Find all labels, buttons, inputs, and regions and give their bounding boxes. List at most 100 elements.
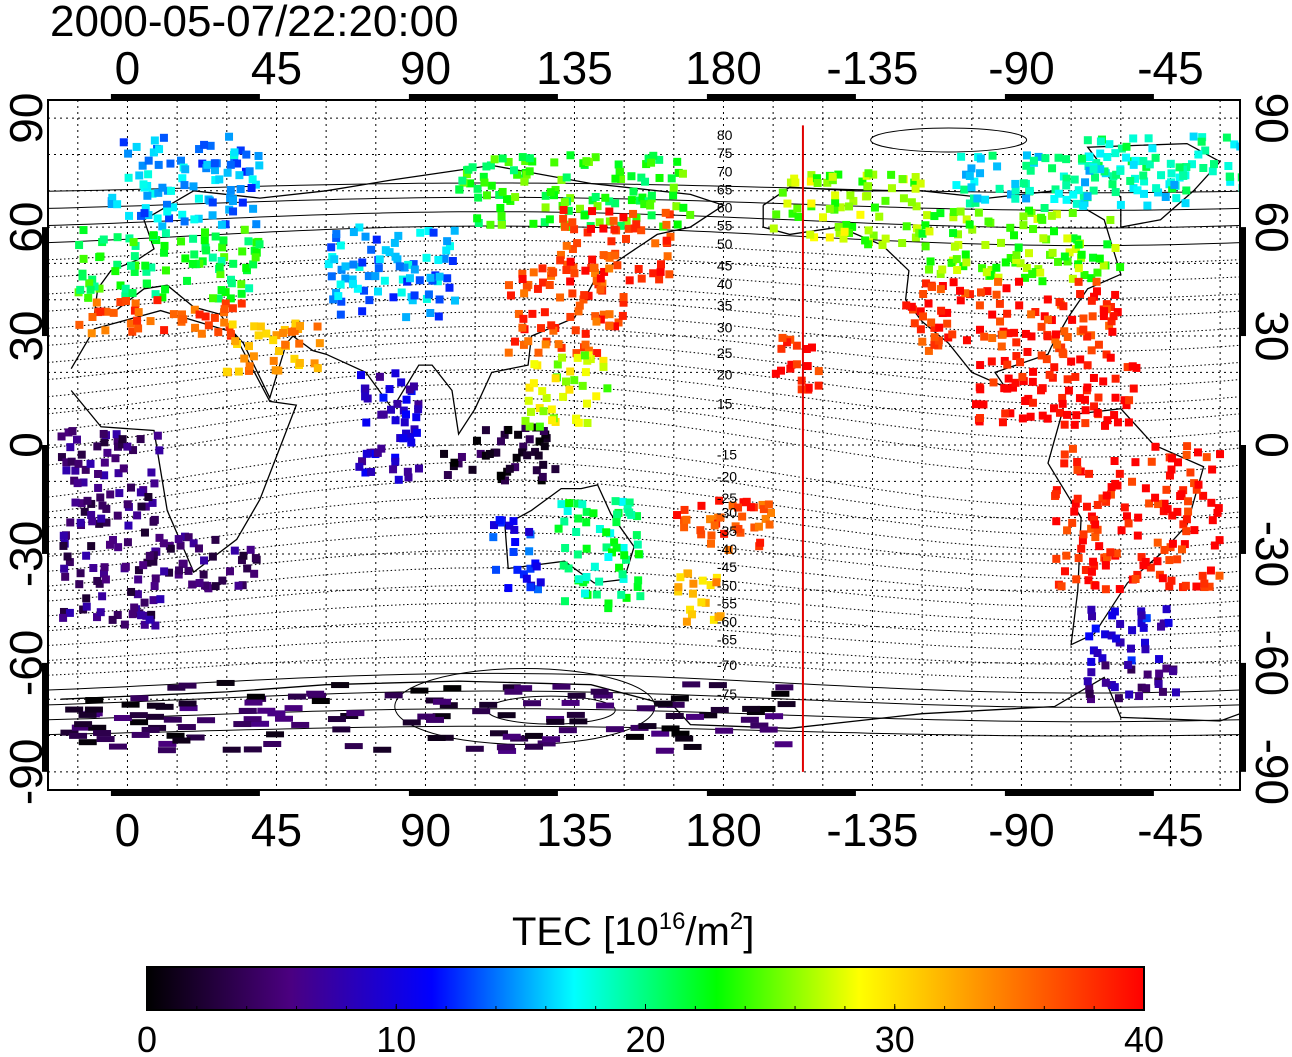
tec-point	[1021, 397, 1030, 406]
tec-point	[1124, 418, 1133, 427]
tec-point	[96, 608, 105, 617]
tec-point	[1224, 161, 1233, 170]
tec-point	[1019, 221, 1028, 230]
tec-point	[1052, 517, 1061, 526]
tec-point	[457, 452, 466, 461]
tec-point	[133, 511, 142, 520]
tec-point	[930, 323, 939, 332]
tec-point	[957, 152, 966, 161]
tec-point	[1054, 189, 1063, 198]
tec-point	[1090, 515, 1099, 524]
tec-point	[987, 357, 996, 366]
contour-line	[48, 412, 1240, 476]
tec-point	[1215, 536, 1224, 545]
tec-point	[605, 726, 624, 733]
tec-point	[394, 475, 403, 484]
tec-point	[1083, 383, 1092, 392]
tec-point	[194, 544, 203, 553]
tec-point	[200, 140, 209, 149]
tec-point	[549, 326, 558, 335]
bottom-lon-label: 135	[536, 804, 613, 856]
tec-point	[611, 174, 620, 183]
tec-point	[525, 422, 534, 431]
tec-point	[538, 278, 547, 287]
tec-point	[1096, 149, 1105, 158]
tec-point	[86, 459, 95, 468]
tec-point	[1089, 253, 1098, 262]
tec-point	[1116, 200, 1125, 209]
tec-point	[152, 236, 161, 245]
tec-point	[566, 711, 585, 718]
tec-point	[525, 547, 534, 556]
tec-point	[672, 202, 681, 211]
tec-point	[402, 313, 411, 322]
tec-point	[1006, 254, 1015, 263]
tec-point	[486, 161, 495, 170]
tec-point	[180, 181, 189, 190]
tec-point	[716, 612, 725, 621]
tec-point	[200, 556, 209, 565]
tec-point	[244, 237, 253, 246]
tec-point	[1208, 516, 1217, 525]
tec-point	[160, 326, 169, 335]
tec-point	[965, 290, 974, 299]
tec-point	[655, 155, 664, 164]
tec-point	[1116, 638, 1125, 647]
tec-point	[565, 385, 574, 394]
tec-point	[1170, 180, 1179, 189]
tec-point	[216, 679, 235, 686]
tec-point	[189, 182, 198, 191]
tec-point	[361, 384, 370, 393]
tec-point	[1073, 457, 1082, 466]
tec-point	[1194, 480, 1203, 489]
frame-tick-top	[1004, 94, 1154, 100]
tec-point	[1151, 153, 1160, 162]
tec-point	[154, 188, 163, 197]
tec-point	[75, 320, 84, 329]
tec-point	[128, 610, 137, 619]
tec-point	[1182, 527, 1191, 536]
tec-point	[1198, 133, 1207, 142]
tec-point	[522, 283, 531, 292]
tec-point	[144, 170, 153, 179]
tec-point	[199, 570, 208, 579]
tec-point	[758, 500, 767, 509]
tec-point	[629, 209, 638, 218]
tec-point	[1246, 162, 1254, 170]
tec-point	[125, 211, 134, 220]
tec-point	[972, 400, 981, 409]
tec-point	[237, 556, 246, 565]
tec-point	[533, 585, 542, 594]
tec-point	[524, 337, 533, 346]
tec-point	[1182, 450, 1191, 459]
tec-point	[1068, 274, 1077, 283]
tec-point	[228, 197, 237, 206]
tec-point	[647, 211, 656, 220]
tec-point	[697, 501, 706, 510]
tec-point	[662, 236, 671, 245]
tec-point	[1178, 545, 1187, 554]
tec-point	[184, 566, 193, 575]
tec-point	[391, 416, 400, 425]
tec-point	[1165, 582, 1174, 591]
frame-ticks	[42, 94, 1246, 796]
tec-point	[539, 460, 548, 469]
tec-point	[99, 569, 108, 578]
tec-point	[710, 706, 729, 713]
tec-point	[113, 611, 122, 620]
tec-point	[1152, 184, 1161, 193]
tec-point	[211, 582, 220, 591]
tec-point	[362, 418, 371, 427]
tec-point	[422, 253, 431, 262]
tec-point	[150, 515, 159, 524]
contour-line	[48, 549, 1240, 594]
tec-point	[155, 446, 164, 455]
tec-point	[562, 241, 571, 250]
tec-point	[1025, 206, 1034, 215]
tec-point	[924, 299, 933, 308]
tec-point	[385, 385, 394, 394]
tec-point	[1081, 178, 1090, 187]
tec-point	[251, 180, 260, 189]
tec-point	[1101, 678, 1110, 687]
tec-point	[1249, 145, 1257, 153]
